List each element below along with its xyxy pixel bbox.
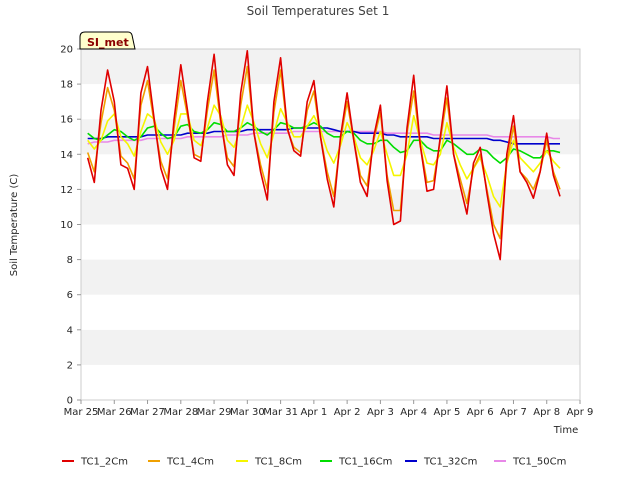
legend-item-tc1_32cm: TC1_32Cm	[405, 457, 477, 468]
legend-item-tc1_2cm: TC1_2Cm	[62, 457, 128, 468]
x-tick-label: Apr 8	[533, 407, 560, 418]
site-badge-label: SI_met	[87, 36, 129, 49]
grid-band	[81, 294, 580, 330]
legend-item-tc1_16cm: TC1_16Cm	[320, 457, 392, 468]
x-tick-label: Apr 6	[467, 407, 494, 418]
legend-label: TC1_32Cm	[423, 457, 477, 468]
y-tick-label: 12	[60, 185, 73, 196]
x-tick-label: Mar 25	[64, 407, 99, 418]
y-axis-title: Soil Temperature (C)	[9, 174, 20, 277]
y-tick-label: 14	[60, 150, 73, 161]
series-line-tc1_16cm	[87, 121, 561, 164]
legend-item-tc1_4cm: TC1_4Cm	[148, 457, 214, 468]
x-tick-label: Mar 28	[163, 407, 198, 418]
legend-item-tc1_50cm: TC1_50Cm	[494, 457, 566, 468]
x-tick-label: Apr 7	[500, 407, 527, 418]
grid-band	[81, 364, 580, 400]
y-tick-label: 16	[60, 115, 73, 126]
y-tick-label: 20	[60, 45, 73, 56]
legend-item-tc1_8cm: TC1_8Cm	[236, 457, 302, 468]
x-tick-label: Mar 31	[263, 407, 298, 418]
y-tick-label: 0	[67, 396, 73, 407]
grid-band	[81, 259, 580, 295]
x-tick-label: Apr 4	[400, 407, 427, 418]
plot-background-bands	[81, 49, 580, 400]
y-axis-ticks: 0 2 4 6 8 10 12 14 16 18 20	[60, 45, 81, 407]
y-tick-label: 4	[67, 325, 73, 336]
legend-label: TC1_2Cm	[80, 457, 128, 468]
y-tick-label: 18	[60, 80, 73, 91]
x-tick-label: Apr 1	[300, 407, 327, 418]
x-tick-label: Apr 2	[334, 407, 361, 418]
chart-title: Soil Temperatures Set 1	[247, 4, 390, 18]
y-tick-label: 8	[67, 255, 73, 266]
x-tick-label: Mar 26	[97, 407, 132, 418]
grid-band	[81, 49, 580, 85]
grid-band	[81, 224, 580, 260]
x-axis-title: Time	[553, 425, 578, 436]
x-tick-label: Mar 30	[230, 407, 265, 418]
y-tick-label: 6	[67, 290, 73, 301]
x-tick-label: Mar 29	[197, 407, 232, 418]
y-tick-label: 2	[67, 360, 73, 371]
legend-label: TC1_16Cm	[338, 457, 392, 468]
x-tick-label: Mar 27	[130, 407, 165, 418]
x-tick-label: Apr 5	[434, 407, 461, 418]
series-line-tc1_32cm	[87, 127, 560, 145]
site-badge: SI_met	[79, 31, 136, 50]
series-lines	[86, 49, 561, 261]
x-tick-label: Apr 3	[367, 407, 394, 418]
y-tick-label: 10	[60, 220, 73, 231]
legend-label: TC1_50Cm	[512, 457, 566, 468]
grid-band	[81, 84, 580, 120]
legend-label: TC1_4Cm	[166, 457, 214, 468]
series-line-tc1_2cm	[86, 49, 561, 261]
legend-label: TC1_8Cm	[254, 457, 302, 468]
grid-band	[81, 329, 580, 365]
x-tick-label: Apr 9	[567, 407, 594, 418]
legend: TC1_2Cm TC1_4Cm TC1_8Cm TC1_16Cm TC1_32Cm TC1…	[62, 457, 566, 468]
